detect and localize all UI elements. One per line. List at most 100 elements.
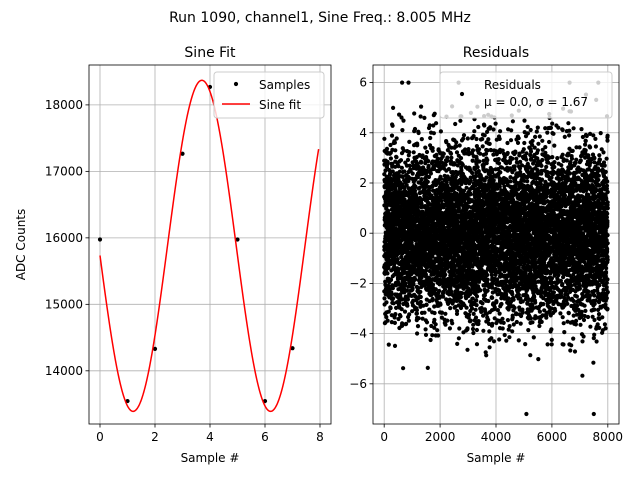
residual-point (510, 292, 514, 296)
y-tick-label: 18000 (45, 98, 83, 112)
residual-point (433, 112, 437, 116)
residual-point (459, 168, 463, 172)
residual-point (497, 161, 501, 165)
residual-point (407, 319, 411, 323)
residual-point (486, 318, 490, 322)
residual-point (470, 171, 474, 175)
residual-point (507, 335, 511, 339)
x-tick-label: 6 (261, 430, 269, 444)
residual-point (503, 333, 507, 337)
residual-point (432, 131, 436, 135)
residual-point (443, 312, 447, 316)
residual-point (386, 319, 390, 323)
residual-point (415, 143, 419, 147)
residual-point (484, 353, 488, 357)
residual-point (471, 331, 475, 335)
residual-point (449, 290, 453, 294)
residual-point (407, 150, 411, 154)
residual-point (494, 122, 498, 126)
residual-point (487, 329, 491, 333)
residual-point (443, 273, 447, 277)
residual-point (465, 306, 469, 310)
residual-point (485, 158, 489, 162)
residual-point (516, 141, 520, 145)
residual-point (437, 289, 441, 293)
residual-point (415, 308, 419, 312)
residual-point (422, 116, 426, 120)
residual-point (384, 315, 388, 319)
residual-point (506, 296, 510, 300)
residual-point (445, 156, 449, 160)
residual-point (425, 303, 429, 307)
residual-point (434, 121, 438, 125)
residual-point (454, 140, 458, 144)
residual-point (455, 342, 459, 346)
residual-point (436, 333, 440, 337)
y-tick-label: 14000 (45, 364, 83, 378)
residual-point (513, 150, 517, 154)
residual-point (434, 322, 438, 326)
residual-point (518, 170, 522, 174)
residual-point (426, 180, 430, 184)
sample-point (98, 237, 102, 241)
residual-point (387, 343, 391, 347)
figure-suptitle: Run 1090, channel1, Sine Freq.: 8.005 MH… (169, 10, 471, 26)
residual-point (519, 322, 523, 326)
residual-point (393, 344, 397, 348)
residual-point (513, 306, 517, 310)
residual-point (389, 292, 393, 296)
residual-point (497, 157, 501, 161)
residual-point (491, 127, 495, 131)
residual-point (475, 303, 479, 307)
legend-marker-samples (234, 82, 238, 86)
residual-point (382, 296, 386, 300)
residual-point (398, 314, 402, 318)
residual-point (405, 304, 409, 308)
residual-point (486, 137, 490, 141)
residual-point (498, 137, 502, 141)
residual-point (399, 158, 403, 162)
residual-point (423, 146, 427, 150)
y-tick-label: 15000 (45, 297, 83, 311)
y-tick-label: 16000 (45, 231, 83, 245)
residual-point (474, 316, 478, 320)
legend-label-samples: Samples (259, 78, 310, 92)
residual-point (426, 159, 430, 163)
residual-point (485, 273, 489, 277)
residual-point (419, 114, 423, 118)
residual-point (511, 316, 515, 320)
residual-point (389, 156, 393, 160)
residual-point (406, 158, 410, 162)
residual-point (400, 166, 404, 170)
residual-point (425, 150, 429, 154)
residual-point (499, 302, 503, 306)
residual-point (453, 122, 457, 126)
residual-point (385, 147, 389, 151)
residual-point (514, 157, 518, 161)
residual-point (418, 290, 422, 294)
residual-point (474, 299, 478, 303)
residual-point (390, 134, 394, 138)
residual-point (482, 123, 486, 127)
residual-point (393, 148, 397, 152)
residual-point (490, 322, 494, 326)
residual-point (515, 320, 519, 324)
residual-point (393, 321, 397, 325)
residual-point (490, 296, 494, 300)
x-tick-label: 2 (151, 430, 159, 444)
residual-point (478, 288, 482, 292)
x-axis-label: Sample # (181, 451, 240, 465)
residual-point (465, 326, 469, 330)
residual-point (412, 111, 416, 115)
residual-point (449, 156, 453, 160)
residual-point (443, 323, 447, 327)
residual-point (391, 296, 395, 300)
residual-point (484, 175, 488, 179)
residual-point (394, 155, 398, 159)
residual-point (510, 157, 514, 161)
residual-point (498, 129, 502, 133)
residual-point (439, 177, 443, 181)
x-tick-label: 0 (96, 430, 104, 444)
residual-point (386, 160, 390, 164)
